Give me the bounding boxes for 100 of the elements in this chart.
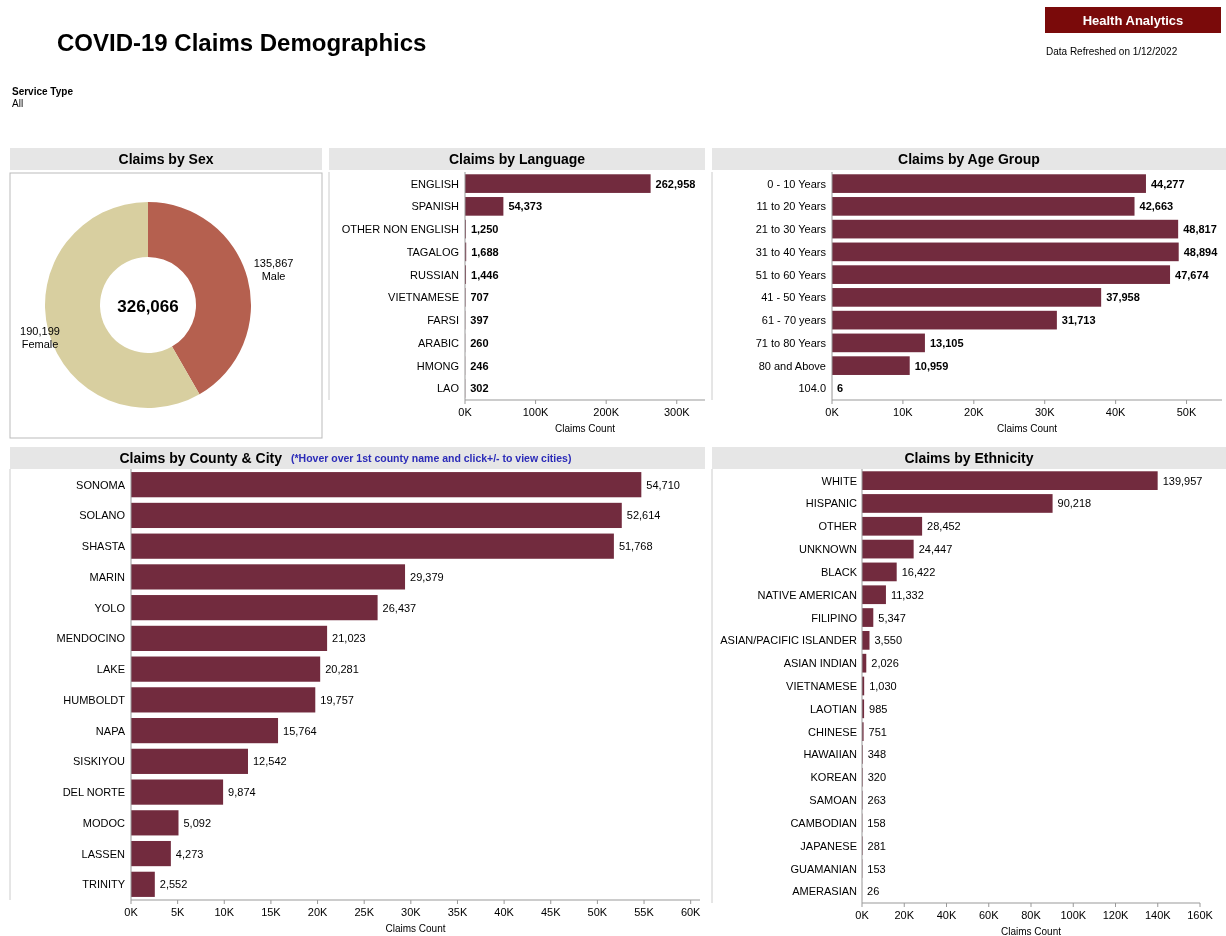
y-tick-label: 71 to 80 Years [755,336,827,349]
x-tick-label: 120K [1102,909,1129,921]
data-label: 348 [867,748,887,761]
data-label: 51,768 [618,540,653,553]
chart-title: Claims by Age Group [898,151,1040,167]
y-tick-label: HISPANIC [805,497,858,510]
y-tick-label: OTHER [818,520,858,533]
x-axis-title: Claims Count [554,423,616,434]
data-label: 37,958 [1106,291,1140,304]
data-label: 24,447 [918,543,953,556]
data-label: 190,199 [20,324,60,337]
y-tick-label: 104.0 [798,382,826,395]
data-label: 48,817 [1183,223,1217,236]
data-label: 320 [867,771,887,784]
slice-label: Female [21,337,59,350]
data-label: 262,958 [655,177,696,190]
x-tick-label: 20K [964,406,985,418]
y-tick-label: SONOMA [76,478,126,491]
y-tick-label: FILIPINO [811,611,858,624]
y-tick-label: CHINESE [808,725,857,738]
data-label: 21,023 [332,632,366,645]
data-label: 6 [837,382,844,395]
y-tick-label: RUSSIAN [410,268,460,281]
y-tick-label: TRINITY [82,878,126,891]
data-label: 5,347 [878,611,906,624]
y-tick-label: SISKIYOU [73,755,126,768]
text: 326,066 [117,297,179,316]
x-axis-title: Claims Count [1000,926,1062,936]
x-axis-title: Claims Count [385,923,446,934]
y-tick-label: AMERASIAN [792,885,858,898]
data-label: 281 [867,839,886,852]
data-label: 54,710 [646,478,680,491]
slice-label: Male [261,270,286,283]
x-tick-label: 0K [124,906,139,918]
data-label: 48,894 [1183,245,1219,258]
x-tick-label: 10K [214,906,235,918]
y-tick-label: HMONG [416,359,459,372]
y-tick-label: MARIN [89,570,126,583]
y-tick-label: 11 to 20 Years [756,200,827,213]
data-label: 1,688 [471,245,499,258]
y-tick-label: KOREAN [810,771,858,784]
y-tick-label: GUAMANIAN [790,862,858,875]
x-tick-label: 0K [855,909,870,921]
y-tick-label: 51 to 60 Years [755,268,827,281]
data-label: 16,422 [901,565,936,578]
text: Data Refreshed on 1/12/2022 [1046,46,1178,57]
x-tick-label: 45K [540,906,562,918]
data-label: 19,757 [320,693,354,706]
y-tick-label: NAPA [95,724,126,737]
data-label: 302 [470,382,489,395]
data-label: 1,446 [471,268,499,281]
data-label: 246 [470,359,489,372]
text: COVID-19 Claims Demographics [57,29,427,56]
x-tick-label: 5K [170,906,186,918]
y-tick-label: SHASTA [81,540,126,553]
y-tick-label: 0 - 10 Years [767,177,827,190]
x-tick-label: 200K [593,406,620,418]
x-tick-label: 55K [634,906,655,918]
x-tick-label: 100K [522,406,550,418]
data-label: 42,663 [1139,200,1174,213]
y-tick-label: LAOTIAN [809,702,858,715]
data-label: 1,250 [470,223,499,236]
x-tick-label: 60K [978,909,1000,921]
x-tick-label: 100K [1060,909,1087,921]
data-label: 263 [867,794,886,807]
y-tick-label: ASIAN INDIAN [783,657,858,670]
text: Service Type [12,86,74,97]
data-label: 4,273 [175,847,204,860]
y-tick-label: 80 and Above [758,359,826,372]
x-tick-label: 50K [587,906,608,918]
y-tick-label: BLACK [820,565,858,578]
y-tick-label: JAPANESE [800,839,857,852]
y-tick-label: 31 to 40 Years [755,245,827,258]
data-label: 52,614 [626,509,661,522]
x-tick-label: 10K [893,406,914,418]
x-tick-label: 30K [401,906,422,918]
y-tick-label: OTHER NON ENGLISH [341,223,460,236]
y-tick-label: SPANISH [411,200,460,213]
data-label: 26 [867,885,880,898]
data-label: 751 [868,725,887,738]
y-tick-label: MODOC [82,816,126,829]
text: All [12,98,24,109]
y-tick-label: 61 - 70 years [761,314,827,327]
y-tick-label: 41 - 50 Years [761,291,827,304]
data-label: 1,030 [869,680,897,692]
data-label: 139,957 [1162,474,1203,487]
y-tick-label: HUMBOLDT [63,693,126,706]
data-label: 90,218 [1057,497,1092,510]
y-tick-label: UNKNOWN [798,543,858,556]
data-label: 5,092 [183,816,212,829]
y-tick-label: SAMOAN [809,794,858,807]
data-label: 260 [470,336,489,349]
y-tick-label: WHITE [821,474,857,487]
x-axis-title: Claims Count [996,423,1058,434]
y-tick-label: LAKE [96,663,125,676]
data-label: 3,550 [874,634,903,647]
x-tick-label: 30K [1034,406,1056,418]
data-label: 47,674 [1175,268,1210,281]
x-tick-label: 25K [354,906,375,918]
x-tick-label: 40K [936,909,957,921]
